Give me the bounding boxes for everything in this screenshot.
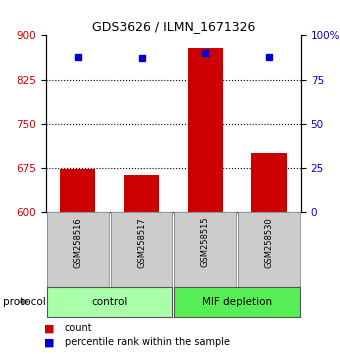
Bar — [188, 48, 223, 212]
Text: GSM258517: GSM258517 — [137, 217, 146, 268]
Text: count: count — [65, 323, 92, 333]
Text: protocol: protocol — [3, 297, 46, 307]
Bar — [60, 169, 95, 212]
Text: GSM258516: GSM258516 — [73, 217, 82, 268]
Text: percentile rank within the sample: percentile rank within the sample — [65, 337, 230, 348]
Title: GDS3626 / ILMN_1671326: GDS3626 / ILMN_1671326 — [92, 20, 255, 33]
Text: GSM258515: GSM258515 — [201, 217, 210, 268]
Text: control: control — [91, 297, 128, 307]
Bar — [124, 175, 159, 212]
Text: ■: ■ — [44, 337, 55, 348]
Text: MIF depletion: MIF depletion — [202, 297, 272, 307]
Text: ■: ■ — [44, 323, 55, 333]
Text: GSM258530: GSM258530 — [265, 217, 273, 268]
Bar — [252, 153, 287, 212]
